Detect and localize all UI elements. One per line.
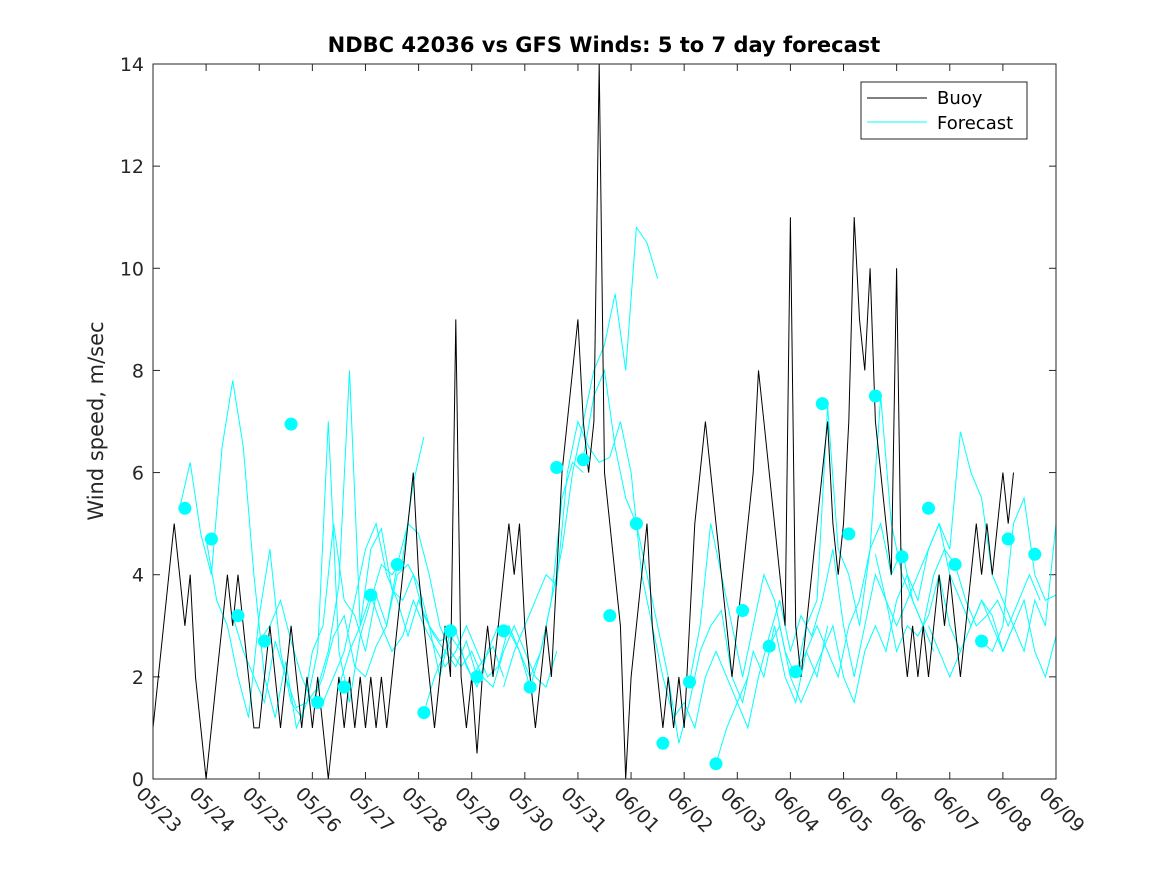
forecast-line [715, 549, 961, 764]
forecast-line [311, 522, 558, 703]
plot-frame [152, 63, 1057, 780]
buoy-line [152, 63, 1014, 780]
forecast-marker [497, 624, 511, 638]
forecast-marker [417, 706, 431, 720]
forecast-markers [178, 389, 1042, 771]
forecast-marker [444, 624, 457, 638]
forecast-marker [231, 609, 245, 623]
forecast-marker [470, 670, 484, 684]
forecast-marker [576, 453, 590, 467]
forecast-line [981, 496, 1057, 653]
forecast-marker [975, 634, 989, 648]
legend-box [860, 81, 1028, 140]
legend: Buoy Forecast [860, 81, 1028, 140]
forecast-marker [1001, 532, 1015, 546]
forecast-marker [948, 558, 962, 571]
y-tick-label: 12 [120, 156, 144, 178]
forecast-line [232, 370, 478, 709]
forecast-marker [629, 517, 643, 531]
plot-series [152, 63, 1057, 780]
forecast-marker [258, 634, 271, 648]
forecast-line [582, 368, 829, 744]
y-tick-label: 0 [132, 769, 144, 791]
forecast-marker [709, 757, 723, 771]
y-tick-label: 8 [132, 360, 144, 382]
forecast-marker [204, 532, 218, 546]
forecast-marker [311, 695, 325, 709]
y-tick-label: 2 [132, 667, 144, 689]
forecast-marker [842, 527, 856, 541]
legend-buoy-label: Buoy [937, 88, 983, 109]
forecast-line [795, 521, 1041, 679]
forecast-marker [762, 639, 776, 653]
legend-forecast-label: Forecast [937, 113, 1013, 134]
forecast-marker [922, 501, 935, 515]
forecast-line [928, 598, 1057, 679]
forecast-line [503, 419, 749, 730]
y-axis-label: Wind speed, m/sec [84, 321, 108, 520]
forecast-marker [550, 461, 564, 474]
forecast-marker [789, 665, 803, 679]
forecast-marker [868, 389, 882, 403]
forecast-marker [736, 604, 750, 617]
forecast-marker [284, 417, 298, 431]
y-tick-label: 10 [120, 258, 144, 280]
forecast-marker [603, 609, 617, 623]
forecast-marker [656, 736, 670, 750]
forecast-marker [364, 588, 378, 602]
forecast-line [423, 225, 659, 713]
forecast-line [689, 395, 935, 683]
forecast-marker [683, 675, 696, 689]
forecast-line [768, 431, 1014, 705]
forecast-line [874, 521, 1057, 653]
y-tick-label: 4 [132, 565, 144, 587]
forecast-marker [815, 397, 829, 411]
y-tick-label: 14 [120, 54, 144, 76]
forecast-marker [523, 680, 537, 694]
forecast-marker [895, 550, 909, 564]
forecast-marker [178, 501, 192, 515]
chart-title: NDBC 42036 vs GFS Winds: 5 to 7 day fore… [328, 33, 881, 57]
forecast-line [205, 523, 451, 720]
forecast-marker [390, 558, 404, 571]
forecast-marker [337, 680, 351, 694]
y-tick-label: 6 [132, 463, 144, 485]
forecast-marker [1028, 547, 1042, 561]
